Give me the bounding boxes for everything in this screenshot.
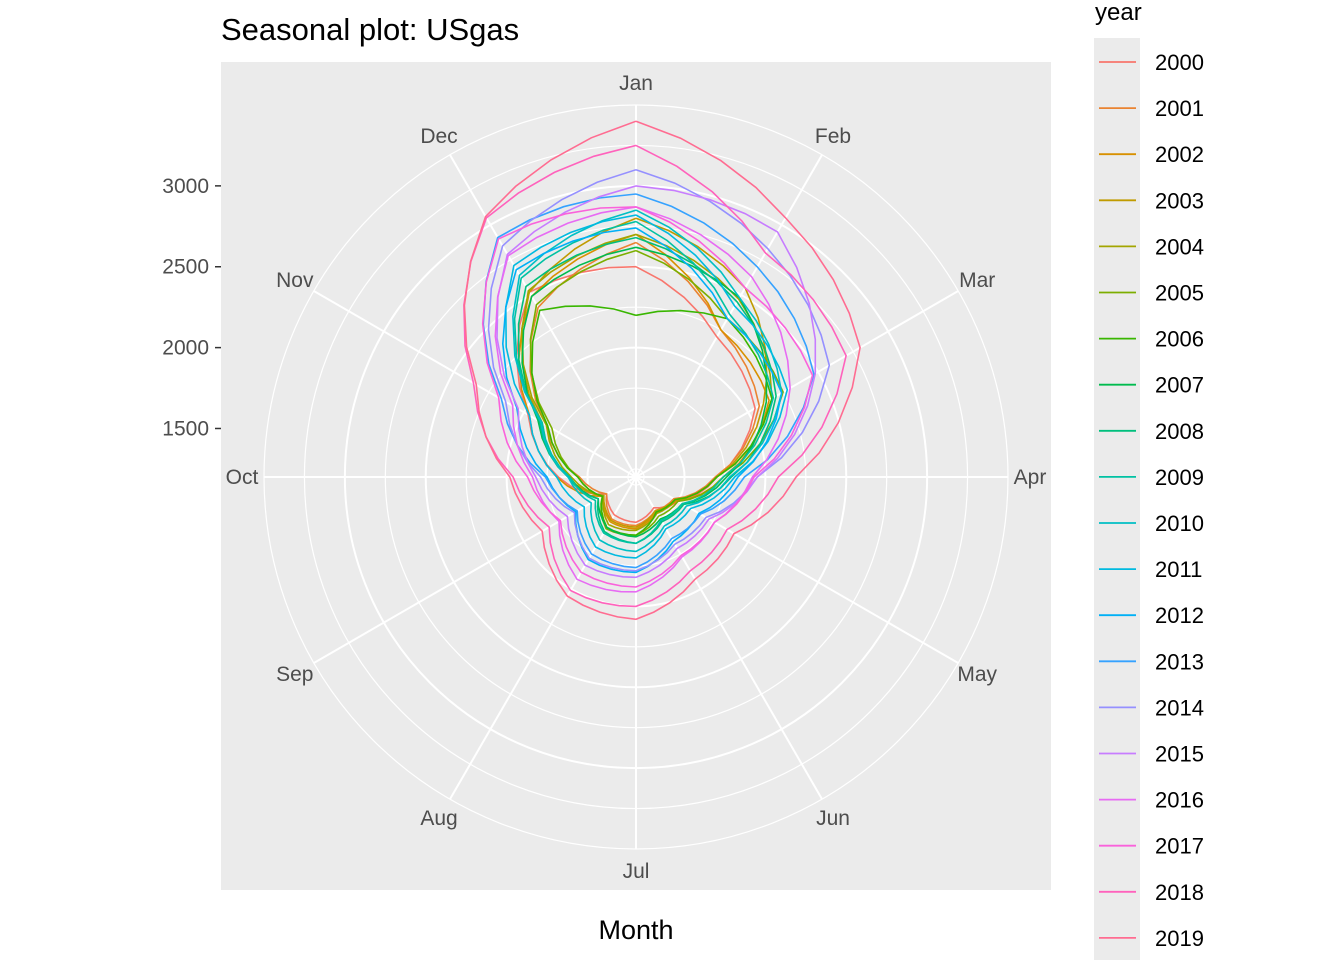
grid-spoke bbox=[635, 290, 959, 478]
legend-label-2017: 2017 bbox=[1155, 834, 1204, 859]
month-labels: Jan Feb Mar Apr May Jun Jul Aug Sep Oct Nov Dec bbox=[226, 72, 1047, 883]
legend-label-2019: 2019 bbox=[1155, 926, 1204, 951]
series-line-2014 bbox=[487, 168, 831, 572]
legend-label-2008: 2008 bbox=[1155, 419, 1204, 444]
series-line-2019 bbox=[463, 120, 861, 621]
r-axis-tick-label: 2000 bbox=[162, 337, 209, 360]
legend-label-2005: 2005 bbox=[1155, 281, 1204, 306]
series-line-2015 bbox=[496, 185, 817, 579]
grid-spoke bbox=[635, 476, 959, 664]
month-label-sep: Sep bbox=[276, 663, 313, 686]
x-axis-title: Month bbox=[598, 915, 673, 945]
legend-label-2007: 2007 bbox=[1155, 373, 1204, 398]
legend-label-2016: 2016 bbox=[1155, 788, 1204, 813]
legend: year 2000 2001 2002 2003 2004 2005 2006 2007 200… bbox=[1094, 0, 1204, 960]
series-lines bbox=[463, 120, 861, 621]
legend-label-2009: 2009 bbox=[1155, 465, 1204, 490]
legend-label-2001: 2001 bbox=[1155, 96, 1204, 121]
legend-label-2012: 2012 bbox=[1155, 603, 1204, 628]
series-line-2009 bbox=[513, 220, 775, 545]
legend-label-2004: 2004 bbox=[1155, 234, 1204, 259]
grid-spoke bbox=[635, 476, 823, 800]
month-label-may: May bbox=[957, 663, 997, 686]
series-line-2011 bbox=[504, 214, 789, 559]
legend-label-2010: 2010 bbox=[1155, 511, 1204, 536]
series-line-2016 bbox=[494, 206, 791, 593]
month-label-feb: Feb bbox=[815, 125, 851, 148]
grid-spoke bbox=[449, 154, 637, 478]
series-line-2017 bbox=[481, 206, 814, 588]
month-label-nov: Nov bbox=[276, 269, 314, 292]
legend-key-background bbox=[1094, 38, 1140, 960]
month-label-mar: Mar bbox=[959, 269, 995, 292]
series-line-2018 bbox=[463, 144, 847, 608]
r-axis-tick-label: 3000 bbox=[162, 175, 209, 198]
radial-axis: 1500 2000 2500 3000 bbox=[162, 175, 221, 440]
grid-spoke bbox=[313, 290, 637, 478]
month-label-jan: Jan bbox=[619, 72, 653, 95]
r-axis-tick-label: 1500 bbox=[162, 417, 209, 440]
legend-label-2006: 2006 bbox=[1155, 327, 1204, 352]
month-label-jun: Jun bbox=[816, 807, 850, 830]
legend-title: year bbox=[1095, 0, 1142, 26]
month-label-oct: Oct bbox=[226, 466, 259, 489]
month-label-jul: Jul bbox=[623, 860, 650, 883]
grid-spoke bbox=[449, 476, 637, 800]
series-line-2007 bbox=[521, 246, 768, 538]
legend-label-2003: 2003 bbox=[1155, 188, 1204, 213]
chart-title: Seasonal plot: USgas bbox=[221, 12, 519, 47]
series-line-2006 bbox=[531, 305, 773, 537]
legend-label-2013: 2013 bbox=[1155, 649, 1204, 674]
legend-label-2011: 2011 bbox=[1155, 557, 1202, 582]
r-axis-tick-label: 2500 bbox=[162, 256, 209, 279]
legend-label-2015: 2015 bbox=[1155, 742, 1204, 767]
grid-spoke bbox=[313, 476, 637, 664]
month-label-dec: Dec bbox=[420, 125, 457, 148]
series-line-2000 bbox=[515, 265, 756, 524]
legend-label-2018: 2018 bbox=[1155, 880, 1204, 905]
month-label-aug: Aug bbox=[420, 807, 457, 830]
series-line-2013 bbox=[482, 193, 815, 569]
polar-grid bbox=[263, 104, 1009, 850]
legend-label-2002: 2002 bbox=[1155, 142, 1204, 167]
month-label-apr: Apr bbox=[1014, 466, 1047, 489]
legend-label-2014: 2014 bbox=[1155, 695, 1204, 720]
grid-spoke bbox=[635, 154, 823, 478]
series-line-2012 bbox=[501, 227, 783, 574]
legend-label-2000: 2000 bbox=[1155, 50, 1204, 75]
